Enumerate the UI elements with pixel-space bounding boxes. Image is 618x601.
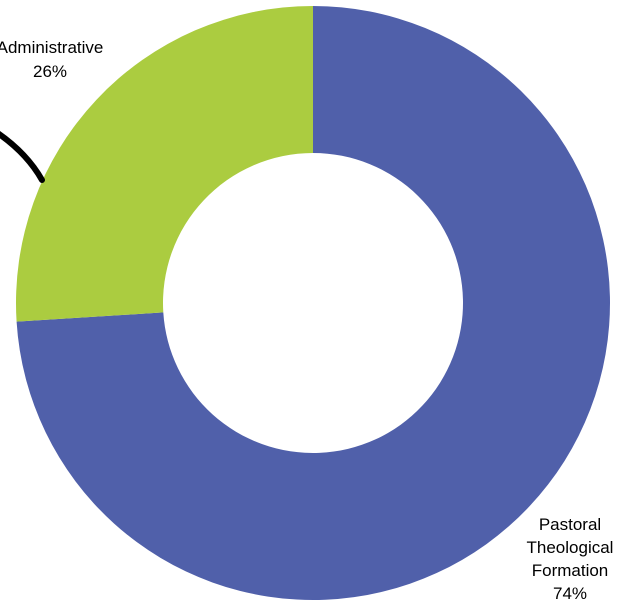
data-label-line: Pastoral [539,515,601,534]
data-label-line: Formation [532,561,609,580]
data-label-line: 74% [553,584,587,601]
data-label-line: Theological [527,538,614,557]
data-label-line: Administrative [0,38,103,57]
leader-line-administrative [0,131,45,183]
slice-pastoral-theological-formation [16,6,611,600]
labels-layer: Pastoral Theological Formation 74% Administr… [0,38,613,601]
data-label-line: 26% [33,62,67,81]
slices-layer [15,6,611,600]
data-label-pastoral-theological-formation: Pastoral Theological Formation 74% [527,515,614,601]
data-label-administrative: Administrative 26% [0,38,103,81]
slice-administrative [15,6,313,322]
